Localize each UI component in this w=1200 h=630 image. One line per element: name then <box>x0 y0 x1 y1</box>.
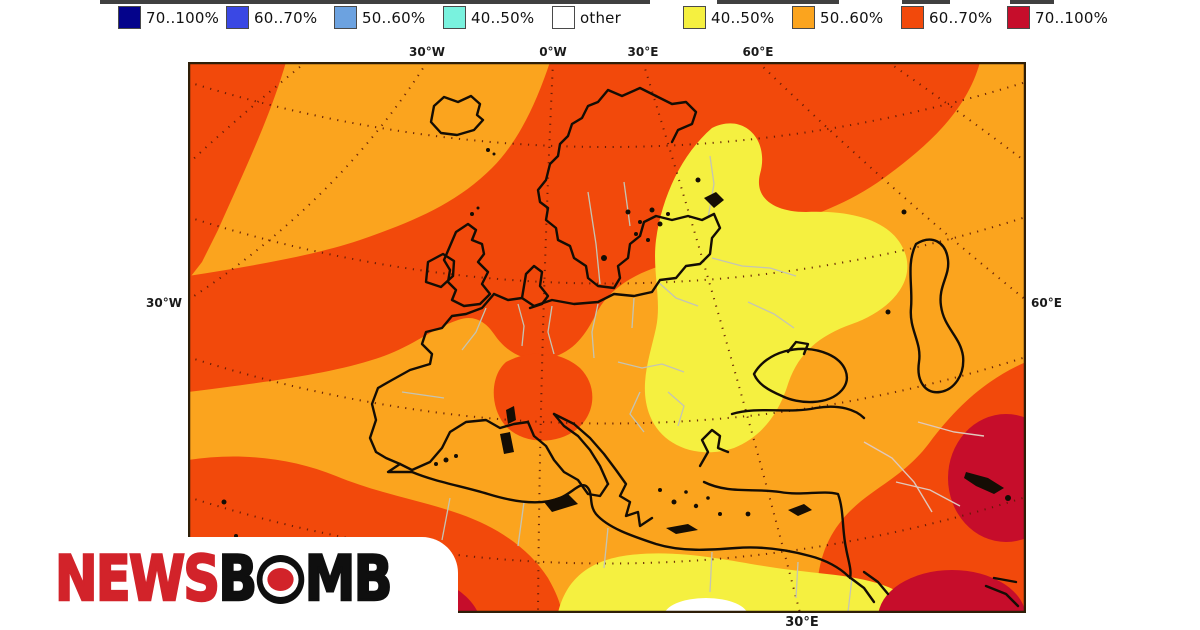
legend-label: 60..70% <box>929 8 993 27</box>
legend-item: 60..70% <box>901 6 992 29</box>
legend-item: 40..50% <box>683 6 774 29</box>
logo-text-mb: MB <box>304 542 394 615</box>
logo-text-news: NEWS <box>54 542 221 615</box>
axis-label-left: 30°W <box>146 296 182 310</box>
legend-swatch <box>1007 6 1030 29</box>
legend-label: other <box>580 8 621 27</box>
top-crop-artifact <box>100 0 650 4</box>
legend-swatch <box>118 6 141 29</box>
legend-label: 70..100% <box>1035 8 1109 27</box>
country-borders-east-layer <box>863 421 985 513</box>
legend-label: 50..60% <box>820 8 884 27</box>
top-crop-artifact <box>1010 0 1054 4</box>
coastline-layer <box>368 86 1020 608</box>
legend-label: 60..70% <box>254 8 318 27</box>
legend-item: other <box>552 6 621 29</box>
map-svg <box>187 61 1064 630</box>
country-borders-layer <box>401 155 853 613</box>
top-crop-artifact <box>717 0 839 4</box>
legend-swatch <box>443 6 466 29</box>
axis-label-top: 30°W <box>409 45 445 59</box>
top-crop-artifact <box>902 0 950 4</box>
logo-text-b: B <box>217 542 258 615</box>
legend-item: 70..100% <box>1007 6 1108 29</box>
newsbomb-logo: NEWS B MB <box>54 542 394 615</box>
legend-item: 50..60% <box>334 6 425 29</box>
axis-label-bottom: 30°E <box>785 615 819 630</box>
legend-label: 40..50% <box>711 8 775 27</box>
legend-label: 50..60% <box>362 8 426 27</box>
legend-item: 70..100% <box>118 6 219 29</box>
legend-swatch <box>792 6 815 29</box>
axis-label-right: 60°E <box>1031 296 1062 310</box>
legend-swatch <box>334 6 357 29</box>
legend-swatch <box>226 6 249 29</box>
logo-panel <box>0 537 458 630</box>
legend-item: 50..60% <box>792 6 883 29</box>
graticule-layer <box>187 61 1027 614</box>
legend-swatch <box>683 6 706 29</box>
europe-forecast-map <box>187 61 1064 630</box>
axis-label-top: 0°W <box>539 45 567 59</box>
legend-label: 70..100% <box>146 8 220 27</box>
legend-item: 60..70% <box>226 6 317 29</box>
axis-label-top: 60°E <box>742 45 774 59</box>
bomb-target-icon <box>256 554 304 604</box>
legend-swatch <box>552 6 575 29</box>
legend-label: 40..50% <box>471 8 535 27</box>
axis-label-top: 30°E <box>627 45 659 59</box>
map-frame <box>187 61 1027 614</box>
legend-item: 40..50% <box>443 6 534 29</box>
legend-swatch <box>901 6 924 29</box>
